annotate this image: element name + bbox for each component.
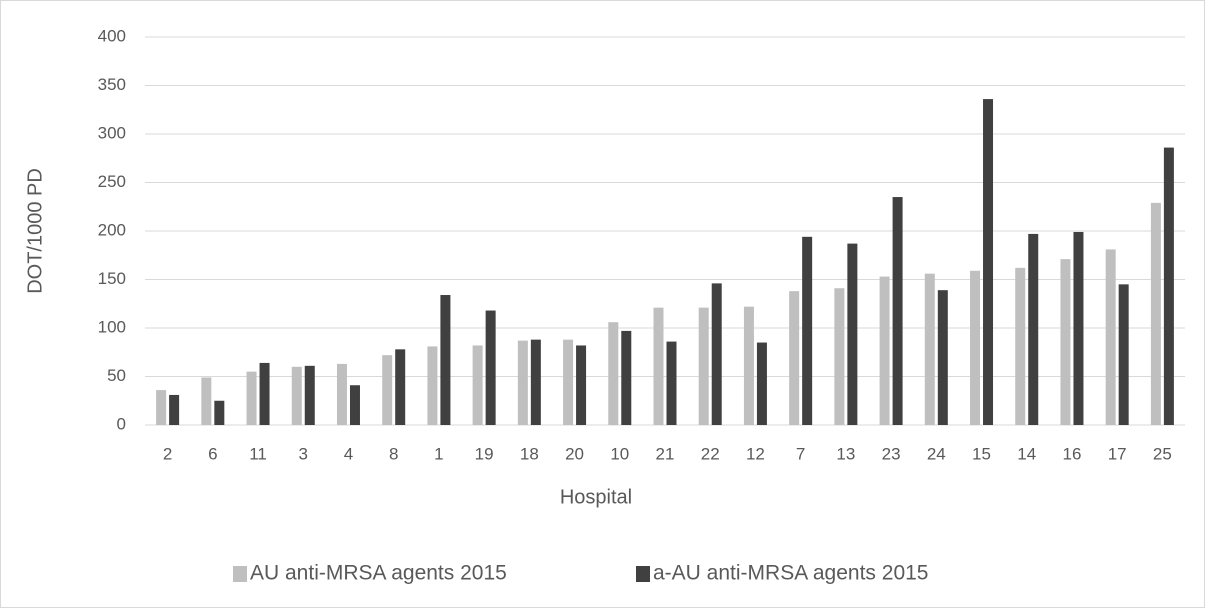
bar bbox=[711, 283, 722, 425]
x-tick-label: 8 bbox=[389, 444, 398, 463]
bar bbox=[621, 330, 632, 425]
bar bbox=[970, 270, 981, 425]
y-tick-label: 300 bbox=[98, 123, 126, 142]
bar bbox=[440, 295, 451, 425]
x-tick-label: 14 bbox=[1017, 444, 1036, 463]
x-tick-label: 16 bbox=[1062, 444, 1081, 463]
bar bbox=[291, 366, 302, 425]
bar bbox=[395, 349, 406, 425]
legend-swatch bbox=[636, 566, 650, 582]
y-tick-label: 350 bbox=[98, 75, 126, 94]
y-tick-label: 50 bbox=[107, 366, 126, 385]
bar bbox=[201, 377, 212, 425]
x-tick-label: 25 bbox=[1153, 444, 1172, 463]
x-tick-label: 7 bbox=[796, 444, 805, 463]
bar bbox=[698, 307, 709, 425]
x-tick-label: 22 bbox=[701, 444, 720, 463]
bar bbox=[349, 385, 360, 425]
x-tick-label: 12 bbox=[746, 444, 765, 463]
legend-label: a-AU anti-MRSA agents 2015 bbox=[653, 562, 928, 585]
bar bbox=[1073, 231, 1084, 425]
bar bbox=[472, 345, 483, 425]
bar bbox=[156, 390, 167, 425]
x-tick-label: 2 bbox=[163, 444, 172, 463]
bar bbox=[983, 99, 994, 425]
bar bbox=[336, 363, 347, 425]
x-tick-label: 1 bbox=[434, 444, 443, 463]
bar bbox=[743, 306, 754, 425]
x-axis-title: Hospital bbox=[560, 486, 632, 508]
x-tick-label: 11 bbox=[249, 444, 267, 463]
bar bbox=[1015, 267, 1026, 425]
bar bbox=[666, 341, 677, 425]
bar bbox=[608, 322, 619, 425]
x-tick-label: 20 bbox=[565, 444, 584, 463]
bar bbox=[1105, 249, 1116, 425]
bar bbox=[1028, 233, 1039, 425]
x-tick-label: 3 bbox=[299, 444, 308, 463]
bar bbox=[214, 400, 225, 425]
bar bbox=[576, 345, 587, 425]
y-tick-label: 0 bbox=[117, 414, 126, 433]
bar bbox=[1060, 259, 1071, 425]
x-tick-label: 10 bbox=[610, 444, 629, 463]
bar bbox=[1150, 202, 1161, 425]
y-tick-label: 200 bbox=[98, 220, 126, 239]
x-tick-label: 23 bbox=[882, 444, 901, 463]
y-tick-label: 100 bbox=[98, 317, 126, 336]
legend-label: AU anti-MRSA agents 2015 bbox=[250, 562, 507, 585]
x-tick-label: 6 bbox=[208, 444, 217, 463]
bar bbox=[789, 291, 800, 425]
bar bbox=[485, 310, 496, 425]
bar bbox=[834, 288, 845, 425]
bar bbox=[756, 342, 767, 425]
y-tick-label: 400 bbox=[98, 26, 126, 45]
bar bbox=[259, 362, 270, 425]
y-axis-title: DOT/1000 PD bbox=[24, 168, 46, 294]
bar bbox=[847, 243, 858, 425]
x-tick-label: 19 bbox=[475, 444, 494, 463]
bar bbox=[937, 290, 948, 425]
bar bbox=[169, 394, 180, 425]
bar bbox=[653, 307, 664, 425]
bar bbox=[802, 236, 813, 425]
y-tick-label: 250 bbox=[98, 172, 126, 191]
bar bbox=[563, 339, 574, 425]
bar bbox=[304, 365, 315, 425]
bar bbox=[879, 276, 890, 425]
x-tick-label: 24 bbox=[927, 444, 946, 463]
x-tick-label: 21 bbox=[656, 444, 675, 463]
bar bbox=[892, 197, 903, 425]
bar bbox=[1163, 147, 1174, 425]
legend-swatch bbox=[233, 566, 247, 582]
bar bbox=[1118, 284, 1129, 425]
x-tick-label: 17 bbox=[1108, 444, 1127, 463]
bar bbox=[530, 339, 541, 425]
bar bbox=[924, 273, 935, 425]
x-tick-label: 18 bbox=[520, 444, 539, 463]
bar bbox=[427, 346, 438, 425]
x-tick-label: 4 bbox=[344, 444, 353, 463]
bar bbox=[246, 371, 257, 425]
y-tick-label: 150 bbox=[98, 269, 126, 288]
bar bbox=[382, 355, 393, 425]
x-tick-label: 13 bbox=[836, 444, 855, 463]
bar bbox=[517, 340, 528, 425]
x-tick-label: 15 bbox=[972, 444, 991, 463]
